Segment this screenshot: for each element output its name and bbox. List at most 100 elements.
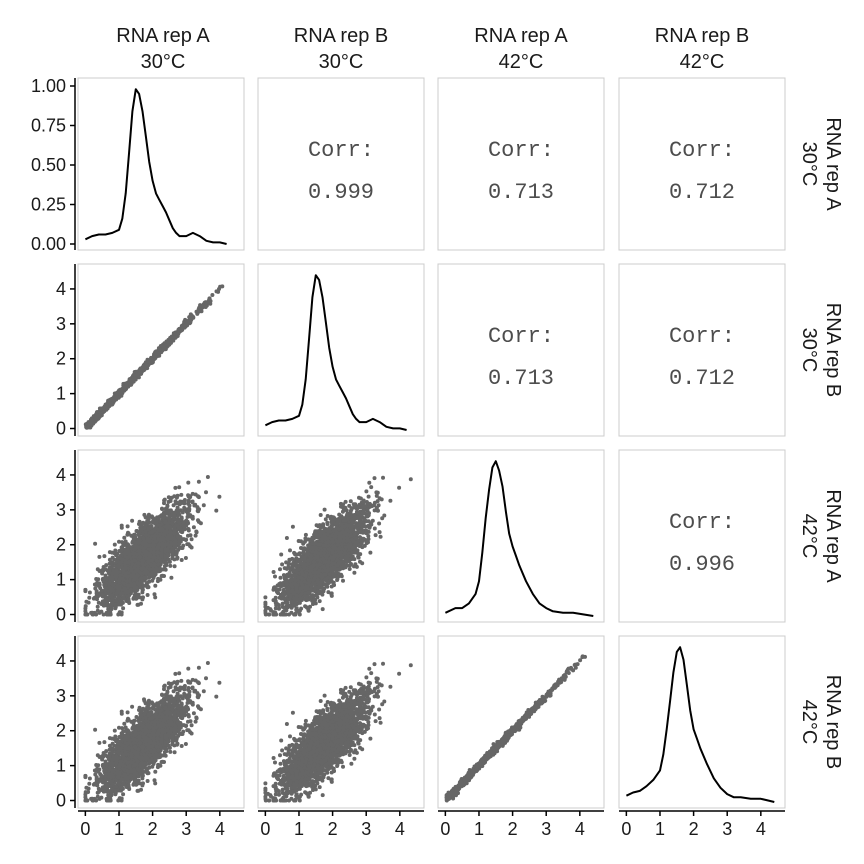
scatter-point: [116, 596, 121, 601]
scatter-point: [280, 562, 285, 567]
scatter-point: [163, 554, 168, 559]
row-strip-sublabel: 42°C: [798, 514, 820, 559]
scatter-point: [131, 581, 136, 586]
scatter-point: [175, 501, 180, 505]
scatter-point: [278, 567, 282, 572]
scatter-point: [218, 284, 223, 289]
row-strip-label-group: RNA rep B42°C: [798, 675, 844, 769]
scatter-point: [114, 568, 119, 573]
scatter-point: [145, 583, 150, 588]
scatter-point: [271, 570, 276, 574]
scatter-point: [84, 599, 89, 604]
scatter-point: [119, 548, 124, 553]
scatter-point: [110, 596, 115, 601]
scatter-point: [107, 561, 112, 566]
scatter-point: [139, 576, 144, 581]
scatter-point: [105, 612, 110, 617]
scatter-point: [126, 531, 131, 536]
scatter-point: [95, 597, 99, 602]
scatter-point: [138, 538, 142, 543]
scatter-point: [137, 582, 142, 587]
scatter-point: [214, 289, 219, 294]
scatter-point: [188, 544, 193, 549]
scatter-point: [169, 575, 174, 580]
row-strip-label: RNA rep B: [822, 303, 844, 397]
scatter-point: [168, 563, 173, 568]
scatter-point: [83, 588, 88, 592]
scatter-point: [93, 586, 98, 591]
scatter-point: [290, 524, 295, 529]
scatter-point: [188, 320, 193, 325]
scatter-point: [156, 527, 161, 532]
scatter-point: [179, 501, 183, 506]
scatter-point: [179, 492, 184, 497]
scatter-point: [158, 577, 163, 582]
scatter-point: [196, 479, 201, 484]
corr-label: Corr:: [669, 324, 735, 349]
scatter-point: [187, 507, 192, 512]
scatter-point: [153, 539, 158, 544]
scatter-point: [141, 364, 146, 369]
scatter-point: [153, 533, 157, 538]
scatter-point: [189, 537, 194, 542]
scatter-point: [263, 595, 268, 600]
corr-label: Corr:: [669, 138, 735, 163]
scatter-point: [87, 590, 92, 595]
scatter-point: [139, 567, 144, 572]
scatter-point: [145, 519, 150, 524]
scatter-point: [97, 554, 102, 559]
scatter-point: [378, 534, 383, 539]
column-strip-label: RNA rep A: [474, 25, 568, 47]
scatter-point: [152, 555, 157, 560]
scatter-point: [141, 536, 146, 541]
scatter-point: [162, 497, 167, 502]
scatter-point: [160, 507, 165, 511]
scatter-point: [154, 566, 159, 570]
scatter-point: [101, 565, 106, 569]
scatter-point: [210, 293, 215, 297]
scatter-point: [195, 311, 200, 316]
scatter-point: [95, 604, 100, 609]
corr-label: Corr:: [488, 138, 554, 163]
scatter-point: [154, 558, 159, 563]
scatter-point: [167, 516, 172, 521]
scatter-point: [125, 579, 130, 584]
scatter-point: [191, 525, 196, 530]
scatter-point: [372, 526, 377, 531]
scatter-point: [323, 517, 328, 522]
scatter-point: [204, 300, 209, 305]
scatter-point: [184, 537, 189, 542]
column-strip-sublabel: 42°C: [680, 51, 725, 73]
scatter-point: [214, 508, 219, 513]
scatter-point: [175, 519, 180, 523]
scatter-point: [188, 312, 193, 317]
scatter-point: [366, 494, 371, 499]
scatter-point: [106, 607, 111, 612]
scatter-point: [144, 533, 149, 538]
scatter-point: [172, 564, 177, 569]
scatter-point: [103, 576, 108, 581]
scatter-point: [107, 550, 112, 555]
scatter-point: [198, 308, 203, 313]
scatter-point: [158, 537, 163, 542]
scatter-point: [172, 512, 177, 517]
panel-border: [257, 263, 425, 437]
scatter-point: [177, 541, 182, 546]
scatter-point: [99, 588, 104, 593]
scatter-point: [96, 577, 101, 582]
corr-value: 0.713: [488, 180, 554, 205]
row-strip-sublabel: 30°C: [798, 328, 820, 373]
scatter-point: [167, 559, 172, 564]
scatter-point: [100, 594, 105, 599]
scatter-point: [136, 602, 141, 607]
scatter-point: [300, 546, 305, 551]
row-strip-label: RNA rep A: [822, 117, 844, 211]
scatter-point: [188, 495, 192, 500]
scatter-point: [126, 544, 131, 549]
panel-border: [77, 77, 245, 251]
scatter-point: [132, 587, 137, 592]
scatter-point: [110, 397, 115, 402]
scatter-point: [159, 551, 164, 556]
corr-label: Corr:: [488, 324, 554, 349]
panel-border: [257, 77, 425, 251]
